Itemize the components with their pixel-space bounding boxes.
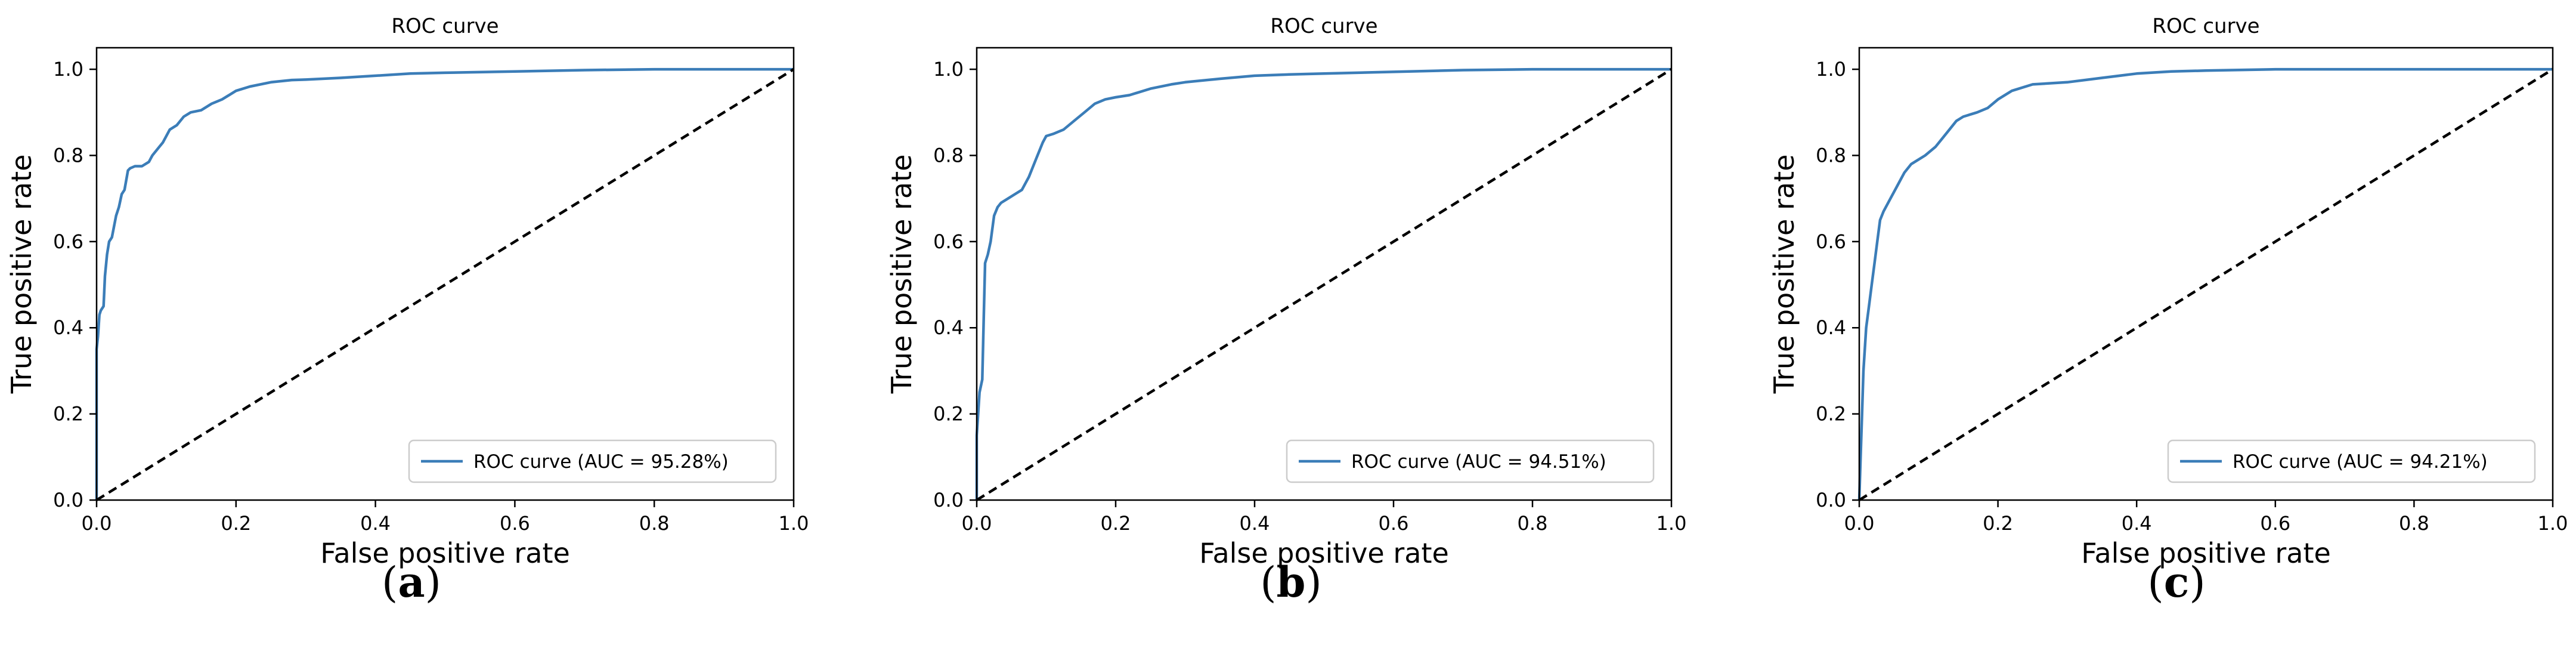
x-axis-label: False positive rate	[1199, 537, 1449, 569]
legend-label: ROC curve (AUC = 94.51%)	[1351, 451, 1606, 473]
y-tick-label: 0.2	[933, 403, 964, 425]
y-tick-label: 0.0	[933, 489, 964, 511]
x-tick-label: 0.6	[500, 512, 530, 535]
panel-caption: (a)	[382, 557, 441, 607]
caption-open-paren: (	[382, 558, 398, 607]
y-tick-label: 0.4	[53, 316, 83, 339]
legend-label: ROC curve (AUC = 94.21%)	[2233, 451, 2488, 473]
y-tick-label: 0.4	[933, 316, 964, 339]
roc-panel-c: ROC curve 0.0 0.2 0.4 0.6 0.8 1.0 0.0 0.2 0.4 0.6 0…	[1768, 14, 2568, 607]
roc-curve-line	[975, 67, 1671, 500]
caption-close-paren: )	[425, 558, 441, 607]
y-tick-label: 0.8	[933, 144, 964, 166]
caption-letter: b	[1277, 557, 1306, 607]
y-tick-label: 0.8	[53, 144, 83, 166]
x-tick-label: 0.0	[82, 512, 112, 535]
caption-close-paren: )	[1305, 558, 1321, 607]
diagonal-reference-line	[1858, 68, 2554, 501]
axes-frame	[976, 47, 1673, 501]
diagonal-reference-line	[95, 68, 795, 501]
x-tick-label: 0.4	[2122, 512, 2152, 535]
panel-caption: (b)	[1260, 557, 1322, 607]
x-tick-label: 1.0	[2538, 512, 2568, 535]
y-tick-label: 0.2	[1816, 403, 1846, 425]
panel-caption: (c)	[2147, 557, 2205, 607]
x-tick-label: 0.2	[221, 512, 251, 535]
legend-box	[1286, 439, 1655, 483]
x-tick-label: 0.0	[962, 512, 992, 535]
y-tick-label: 1.0	[1816, 58, 1846, 81]
x-tick-label: 1.0	[779, 512, 809, 535]
axes-frame	[95, 47, 795, 501]
y-axis-label: True positive rate	[1768, 155, 1800, 394]
legend-box	[2167, 439, 2536, 483]
y-axis-label: True positive rate	[5, 155, 38, 394]
x-tick-label: 0.6	[2260, 512, 2290, 535]
x-tick-label: 0.4	[360, 512, 391, 535]
y-tick-label: 0.0	[1816, 489, 1846, 511]
caption-open-paren: (	[1260, 558, 1276, 607]
x-tick-label: 0.8	[2399, 512, 2429, 535]
x-tick-label: 0.2	[1983, 512, 2013, 535]
chart-title: ROC curve	[391, 14, 499, 38]
roc-panel-a: ROC curve 0.0 0.2 0.4 0.6 0.8 1.0 0.0 0.2 0.4 0.6 0…	[5, 14, 809, 607]
x-tick-label: 0.0	[1844, 512, 1875, 535]
chart-title: ROC curve	[2152, 14, 2259, 38]
x-tick-label: 0.2	[1101, 512, 1131, 535]
y-tick-label: 0.2	[53, 403, 83, 425]
y-tick-label: 1.0	[933, 58, 964, 81]
x-tick-label: 0.4	[1240, 512, 1270, 535]
x-axis-label: False positive rate	[2081, 537, 2331, 569]
y-tick-label: 0.6	[53, 230, 83, 253]
diagonal-reference-line	[976, 68, 1673, 501]
legend: ROC curve (AUC = 94.21%)	[2167, 439, 2536, 483]
y-tick-label: 0.0	[53, 489, 83, 511]
x-axis-label: False positive rate	[320, 537, 570, 569]
y-tick-label: 0.6	[933, 230, 964, 253]
legend: ROC curve (AUC = 94.51%)	[1286, 439, 1655, 483]
y-tick-label: 0.8	[1816, 144, 1846, 166]
chart-title: ROC curve	[1270, 14, 1377, 38]
x-tick-label: 0.8	[1518, 512, 1548, 535]
x-tick-label: 0.6	[1379, 512, 1409, 535]
caption-close-paren: )	[2189, 558, 2205, 607]
y-tick-label: 0.6	[1816, 230, 1846, 253]
legend-label: ROC curve (AUC = 95.28%)	[473, 451, 729, 473]
roc-curve-line	[1857, 67, 2553, 501]
caption-open-paren: (	[2147, 558, 2163, 607]
y-tick-label: 1.0	[53, 58, 83, 81]
y-axis-label: True positive rate	[886, 155, 918, 394]
roc-curve-line	[95, 67, 794, 500]
axes-frame	[1858, 47, 2554, 501]
y-tick-label: 0.4	[1816, 316, 1846, 339]
caption-letter: a	[398, 557, 425, 607]
roc-panel-b: ROC curve 0.0 0.2 0.4 0.6 0.8 1.0 0.0 0.2 0.4 0.6 0…	[886, 14, 1686, 607]
legend-box	[408, 439, 777, 483]
x-tick-label: 0.8	[639, 512, 670, 535]
x-tick-label: 1.0	[1657, 512, 1687, 535]
caption-letter: c	[2164, 557, 2190, 607]
legend: ROC curve (AUC = 95.28%)	[408, 439, 777, 483]
